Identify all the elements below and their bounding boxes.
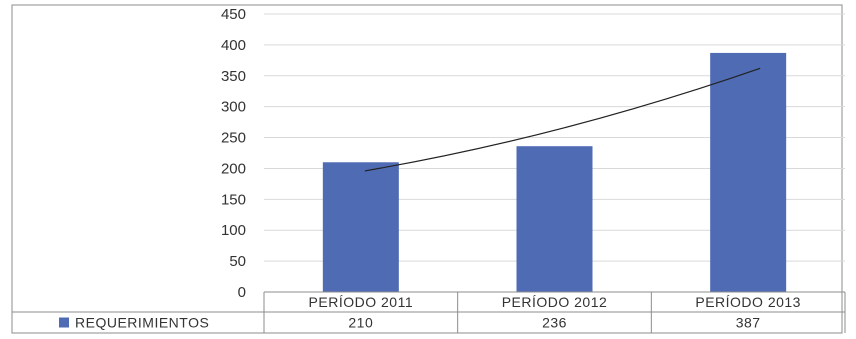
legend-swatch bbox=[59, 317, 69, 328]
y-tick-label: 150 bbox=[221, 191, 246, 208]
category-label: PERÍODO 2011 bbox=[309, 294, 414, 310]
bar-per-odo-2012 bbox=[516, 146, 593, 292]
y-tick-label: 350 bbox=[221, 68, 246, 85]
bars bbox=[322, 52, 787, 292]
y-tick-label: 250 bbox=[221, 130, 246, 147]
data-value-label: 210 bbox=[348, 315, 373, 331]
y-tick-label: 100 bbox=[221, 222, 246, 239]
bar-per-odo-2013 bbox=[710, 52, 787, 292]
data-value-label: 236 bbox=[542, 315, 567, 331]
bar-per-odo-2011 bbox=[322, 162, 399, 292]
legend-series-name: REQUERIMIENTOS bbox=[75, 315, 209, 331]
category-label: PERÍODO 2013 bbox=[695, 294, 801, 310]
category-label: PERÍODO 2012 bbox=[502, 294, 608, 310]
y-tick-label: 200 bbox=[221, 160, 246, 177]
y-tick-label: 50 bbox=[229, 253, 246, 270]
y-tick-label: 400 bbox=[221, 37, 246, 54]
y-tick-label: 450 bbox=[221, 6, 246, 23]
data-value-label: 387 bbox=[736, 315, 761, 331]
chart-frame bbox=[11, 4, 843, 334]
trendline-group bbox=[364, 67, 761, 172]
trendline bbox=[364, 67, 761, 172]
y-tick-label: 300 bbox=[221, 99, 246, 116]
data-table: PERÍODO 2011 PERÍODO 2012 PERÍODO 2013 210 2… bbox=[12, 291, 846, 333]
y-tick-label: 0 bbox=[238, 284, 246, 301]
y-axis: 0 50 100 150 200 250 300 350 400 450 bbox=[221, 6, 246, 301]
